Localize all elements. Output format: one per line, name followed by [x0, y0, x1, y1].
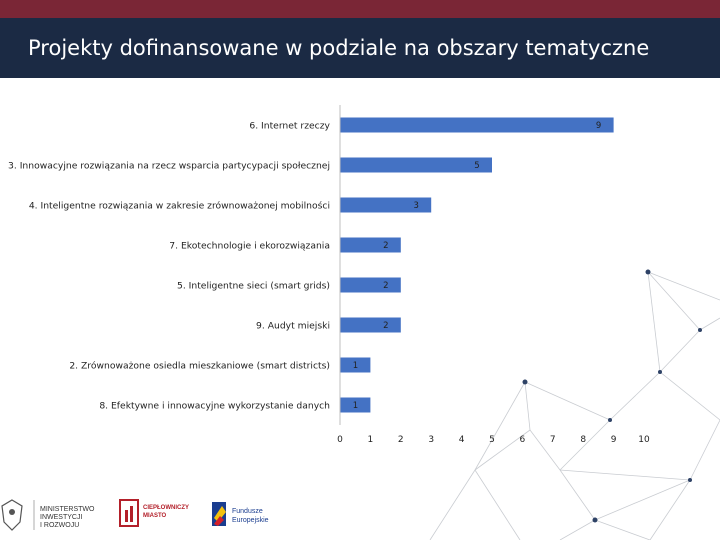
x-tick-label-10: 10 — [638, 435, 650, 445]
bar-5 — [340, 277, 401, 293]
data-label-8: 1 — [353, 401, 358, 411]
x-tick-label-5: 5 — [489, 435, 495, 445]
category-label-8: 8. Efektywne i innowacyjne wykorzystanie… — [99, 401, 330, 412]
bar-1 — [340, 117, 614, 133]
x-tick-label-2: 2 — [398, 435, 404, 445]
top-accent-bar — [0, 0, 720, 18]
data-label-3: 3 — [413, 201, 418, 211]
data-label-4: 2 — [383, 241, 388, 251]
ministry-logo: MINISTERSTWO INWESTYCJI I ROZWOJU — [1, 499, 95, 531]
logo3-line1: Fundusze — [232, 508, 263, 515]
logo2-line1: CIEPŁOWNICZY — [143, 505, 189, 511]
logo3-line2: Europejskie — [232, 517, 269, 524]
logo1-line3: I ROZWOJU — [40, 522, 79, 529]
x-tick-label-7: 7 — [550, 435, 556, 445]
data-label-2: 5 — [474, 161, 479, 171]
category-label-6: 9. Audyt miejski — [256, 321, 330, 332]
bar-7 — [340, 357, 371, 373]
logo1-line1: MINISTERSTWO — [40, 506, 95, 513]
x-tick-label-3: 3 — [428, 435, 434, 445]
bar-8 — [340, 397, 371, 413]
data-label-7: 1 — [353, 361, 358, 371]
logo1-line2: INWESTYCJI — [40, 514, 82, 521]
x-tick-label-4: 4 — [459, 435, 465, 445]
bar-4 — [340, 237, 401, 253]
bar-6 — [340, 317, 401, 333]
category-label-2: 3. Innowacyjne rozwiązania na rzecz wspa… — [8, 161, 330, 172]
bar-2 — [340, 157, 492, 173]
category-label-7: 2. Zrównoważone osiedla mieszkaniowe (sm… — [69, 361, 330, 372]
x-tick-label-0: 0 — [337, 435, 343, 445]
category-label-4: 7. Ekotechnologie i ekorozwiązania — [169, 241, 330, 252]
data-label-6: 2 — [383, 321, 388, 331]
header-bar — [0, 18, 720, 78]
x-tick-label-9: 9 — [611, 435, 617, 445]
eu-funds-logo: Fundusze Europejskie — [212, 502, 269, 526]
data-label-1: 9 — [596, 121, 601, 131]
category-label-5: 5. Inteligentne sieci (smart grids) — [177, 281, 330, 292]
eagle-icon — [1, 499, 23, 531]
bar-3 — [340, 197, 432, 213]
program-logo: CIEPŁOWNICZY MIASTO — [119, 499, 189, 527]
footer-logos: MINISTERSTWO INWESTYCJI I ROZWOJU CIEPŁO… — [1, 499, 269, 531]
data-label-5: 2 — [383, 281, 388, 291]
x-tick-label-8: 8 — [580, 435, 586, 445]
category-label-3: 4. Inteligentne rozwiązania w zakresie z… — [29, 201, 330, 212]
x-tick-label-6: 6 — [520, 435, 526, 445]
logo2-line2: MIASTO — [143, 513, 167, 519]
x-tick-label-1: 1 — [368, 435, 374, 445]
page-title: Projekty dofinansowane w podziale na obs… — [28, 36, 650, 60]
category-label-1: 6. Internet rzeczy — [249, 121, 330, 132]
